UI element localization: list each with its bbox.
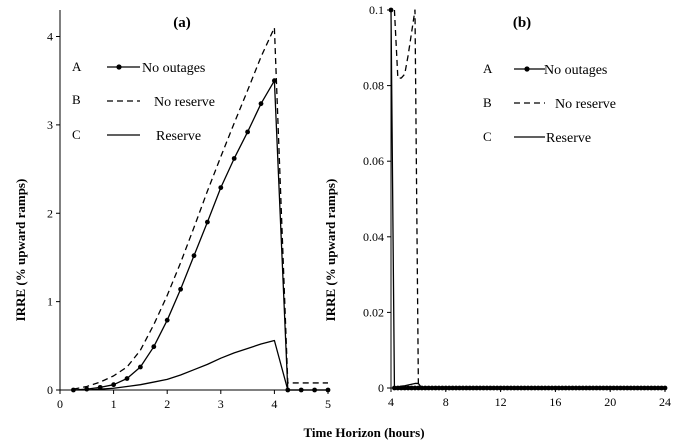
panel-a-y-tick-label: 2	[47, 206, 53, 220]
panel-b-y-tick-label: 0.08	[363, 79, 384, 93]
panel-a-y-tick-label: 0	[47, 383, 53, 397]
panel-b-point-no-outages	[416, 385, 421, 391]
panel-a-x-tick-label: 1	[111, 397, 117, 411]
panel-a-series	[71, 27, 331, 393]
panel-b-y-ticks: 0 0.02 0.04 0.06 0.08 0.1	[363, 3, 391, 395]
panel-b-y-tick-label: 0.1	[369, 3, 384, 17]
panel-b-legend-marker-no-outages	[524, 66, 530, 72]
panel-b-y-tick-label: 0.06	[363, 154, 384, 168]
panel-b-y-tick-label: 0.02	[363, 305, 384, 319]
panel-b-y-tick-label: 0.04	[363, 230, 384, 244]
panel-b-label: (b)	[513, 15, 531, 31]
panel-a-point-no-outages	[111, 382, 116, 388]
panel-a-legend: A B C No outages No reserve Reserve	[72, 59, 215, 144]
panel-b-x-tick-label: 20	[604, 395, 616, 409]
panel-b-legend-label-no-outages: No outages	[544, 63, 607, 78]
panel-a-legend-marker-no-outages	[116, 64, 122, 70]
panel-a-point-no-outages	[272, 78, 277, 84]
panel-b-legend-letter-a: A	[483, 61, 493, 76]
panel-b-point-no-outages	[409, 385, 414, 391]
panel-a-point-no-outages	[178, 286, 184, 292]
panel-a-y-axis-title: IRRE (% upward ramps)	[13, 179, 28, 322]
panel-b-series-no-reserve	[393, 9, 665, 389]
panel-a-x-tick-label: 2	[164, 397, 170, 411]
panel-a-point-no-outages	[245, 129, 251, 135]
panel-a-legend-letter-a: A	[72, 59, 82, 74]
panel-b-point-no-outages	[402, 385, 408, 391]
panel-a-label: (a)	[173, 15, 191, 31]
panel-b-series	[388, 7, 668, 391]
panel-a: 0 1 2 3 4 5 0 1 2 3 4 (a) IRRE (% upward ramps) A…	[13, 10, 331, 411]
panel-a-y-ticks: 0 1 2 3 4	[47, 30, 60, 397]
panel-a-point-no-outages	[258, 101, 264, 107]
panel-a-y-tick-label: 4	[47, 30, 53, 44]
panel-a-legend-label-no-reserve: No reserve	[154, 95, 215, 110]
panel-b-legend-letter-c: C	[483, 129, 492, 144]
panel-a-point-no-outages	[124, 376, 130, 381]
panel-a-legend-letter-c: C	[72, 127, 81, 142]
panel-a-point-no-outages	[231, 156, 237, 161]
panel-b-y-tick-label: 0	[378, 381, 384, 395]
panel-b-y-axis-title: IRRE (% upward ramps)	[323, 179, 338, 322]
panel-b-x-tick-label: 8	[443, 395, 449, 409]
panel-a-legend-label-no-outages: No outages	[142, 61, 205, 76]
panel-b-point-no-outages	[412, 385, 418, 391]
panel-b-x-tick-label: 12	[495, 395, 507, 409]
panel-b-legend-label-no-reserve: No reserve	[555, 97, 616, 112]
panel-a-point-no-outages	[191, 253, 197, 259]
panel-b-point-no-outages	[405, 385, 411, 391]
panel-a-y-tick-label: 1	[47, 295, 53, 309]
panel-b-x-tick-label: 4	[388, 395, 394, 409]
panel-a-x-tick-label: 5	[325, 397, 331, 411]
panel-a-point-no-outages	[164, 317, 170, 323]
panel-a-x-tick-label: 0	[57, 397, 63, 411]
panel-b-point-no-outages	[388, 7, 394, 13]
panel-a-y-tick-label: 3	[47, 118, 53, 132]
panel-a-point-no-outages	[151, 344, 157, 350]
shared-x-axis-title: Time Horizon (hours)	[303, 425, 424, 440]
panel-b-legend-letter-b: B	[483, 95, 492, 110]
panel-b-legend: A B C No outages No reserve Reserve	[483, 61, 616, 146]
panel-b-series-reserve	[394, 382, 665, 389]
panel-b-x-ticks: 4 8 12 16 20 24	[388, 388, 671, 409]
panel-a-point-no-outages	[218, 185, 224, 191]
panel-a-point-no-outages	[205, 219, 210, 225]
panel-b-x-tick-label: 24	[659, 395, 671, 409]
panel-a-series-no-reserve	[73, 27, 328, 390]
panel-a-series-reserve	[73, 339, 328, 391]
panel-a-x-tick-label: 4	[271, 397, 277, 411]
panel-b-x-tick-label: 16	[549, 395, 561, 409]
panel-a-point-no-outages	[138, 364, 143, 370]
panel-a-legend-label-reserve: Reserve	[156, 129, 201, 144]
panel-a-legend-letter-b: B	[72, 92, 81, 107]
panel-b: 4 8 12 16 20 24 0 0.02 0.04 0.06 0.08 0.1 (b) IRRE…	[323, 3, 671, 409]
panel-b-legend-label-reserve: Reserve	[546, 131, 591, 146]
panel-a-series-no-outages	[73, 80, 328, 391]
panel-a-x-tick-label: 3	[218, 397, 224, 411]
panel-b-point-no-outages	[392, 385, 397, 391]
panel-a-x-ticks: 0 1 2 3 4 5	[57, 390, 331, 411]
